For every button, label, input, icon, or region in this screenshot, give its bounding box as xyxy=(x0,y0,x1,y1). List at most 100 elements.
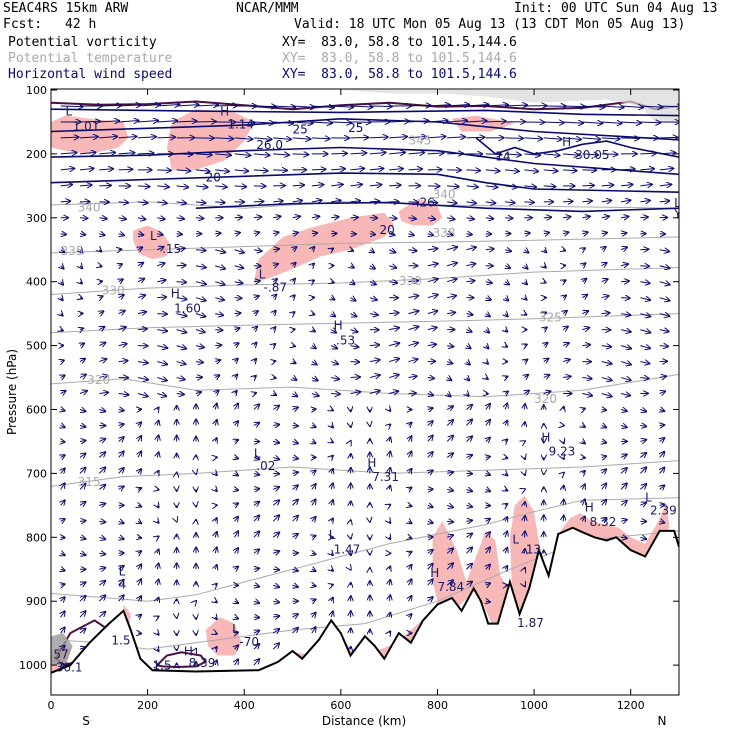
wind-vector xyxy=(234,217,242,218)
wind-vector xyxy=(312,536,316,538)
wind-vector xyxy=(312,599,316,601)
wind-vector xyxy=(273,295,276,298)
wind-vector xyxy=(505,404,507,410)
wind-vector xyxy=(79,137,98,138)
pv-extremum-label: .53 xyxy=(336,333,355,347)
wind-vector xyxy=(660,438,665,441)
wind-vector xyxy=(311,106,334,108)
wind-vector xyxy=(562,217,570,218)
wind-vector xyxy=(215,489,217,491)
wind-vector xyxy=(389,613,390,617)
wind-vector xyxy=(640,537,646,539)
wind-vector xyxy=(408,234,413,235)
pv-extremum-label: .15 xyxy=(162,242,181,256)
wind-vector xyxy=(235,489,239,490)
wind-vector xyxy=(157,394,166,397)
wind-vector xyxy=(235,391,237,394)
wind-vector xyxy=(176,154,193,155)
wind-vector xyxy=(524,282,527,285)
wind-vector xyxy=(524,250,528,253)
wind-vector xyxy=(138,579,141,586)
wind-vector xyxy=(99,234,104,235)
wind-vector xyxy=(602,469,606,473)
wind-vector xyxy=(293,346,295,347)
wind-vector xyxy=(408,311,418,314)
wind-vector xyxy=(524,422,525,425)
pv-extremum-label: H xyxy=(562,135,571,149)
wind-vector xyxy=(350,346,359,348)
wind-vector xyxy=(311,138,330,139)
wind-vector xyxy=(215,518,217,521)
wind-vector xyxy=(80,328,83,329)
wind-vector xyxy=(621,138,639,139)
y-tick-label: 600 xyxy=(26,404,47,417)
wind-vector xyxy=(350,184,363,185)
field-name-theta: Potential temperature xyxy=(8,51,173,66)
wind-vector xyxy=(601,106,624,107)
wind-vector xyxy=(253,516,259,522)
wind-vector xyxy=(524,568,525,569)
wind-vector xyxy=(447,346,453,347)
wind-vector xyxy=(408,343,418,346)
wind-vector xyxy=(602,441,606,442)
pv-extremum-label: 1.47 xyxy=(334,542,361,556)
x-tick-label: 800 xyxy=(427,699,448,712)
wind-vector xyxy=(485,218,493,219)
wind-vector xyxy=(620,410,627,412)
wind-vector xyxy=(408,505,411,506)
wind-vector xyxy=(253,138,272,139)
wind-vector xyxy=(99,137,117,138)
theta-label: 340 xyxy=(78,200,101,214)
wind-vector xyxy=(640,106,662,107)
pv-extremum-label: L xyxy=(329,528,336,542)
wind-vector xyxy=(466,247,475,250)
wind-vector xyxy=(582,248,585,250)
wind-vector xyxy=(620,330,631,332)
wind-vector xyxy=(620,394,630,396)
wind-vector xyxy=(254,343,257,346)
wind-vector xyxy=(524,531,525,538)
wind-vector xyxy=(138,234,143,235)
wind-vector xyxy=(157,580,158,586)
wind-vector xyxy=(640,153,656,154)
wind-vector xyxy=(254,457,259,459)
wind-vector xyxy=(138,521,141,523)
wind-vector xyxy=(640,346,650,349)
wind-vector xyxy=(601,378,612,381)
wind-vector xyxy=(620,520,627,522)
wind-vector xyxy=(659,346,668,347)
pv-extremum-label: L xyxy=(65,105,72,119)
wind-vector xyxy=(389,169,403,170)
wind-vector xyxy=(389,425,390,426)
wind-vector xyxy=(293,233,298,234)
wind-vector xyxy=(195,202,205,203)
wind-vector xyxy=(137,329,147,330)
wind-vector xyxy=(447,218,454,220)
wind-vector xyxy=(428,597,433,601)
wind-vector xyxy=(293,263,296,266)
wind-vector xyxy=(293,614,298,617)
wind-vector xyxy=(582,425,585,426)
pv-extremum-label: 57 xyxy=(53,648,68,662)
wind-vector xyxy=(427,249,438,250)
wind-vector xyxy=(408,488,411,490)
pv-extremum-label: L xyxy=(674,196,681,210)
wind-vector xyxy=(524,233,529,234)
wind-vector xyxy=(466,405,472,410)
wind-vector xyxy=(235,531,239,538)
wind-vector xyxy=(563,201,573,202)
wind-vector xyxy=(99,250,101,252)
wind-vector xyxy=(79,218,87,219)
wind-vector xyxy=(446,279,456,282)
wind-vector xyxy=(447,472,453,473)
wind-vector xyxy=(215,202,224,203)
wind-vector xyxy=(119,279,123,281)
wind-vector xyxy=(61,597,65,601)
wind-vector xyxy=(601,216,609,218)
wind-vector xyxy=(331,483,333,490)
wind-vector xyxy=(620,362,631,365)
pv-extremum-label: H xyxy=(184,645,193,659)
wind-vector xyxy=(466,455,472,458)
wind-vector xyxy=(312,425,316,427)
wind-vector xyxy=(427,121,448,122)
